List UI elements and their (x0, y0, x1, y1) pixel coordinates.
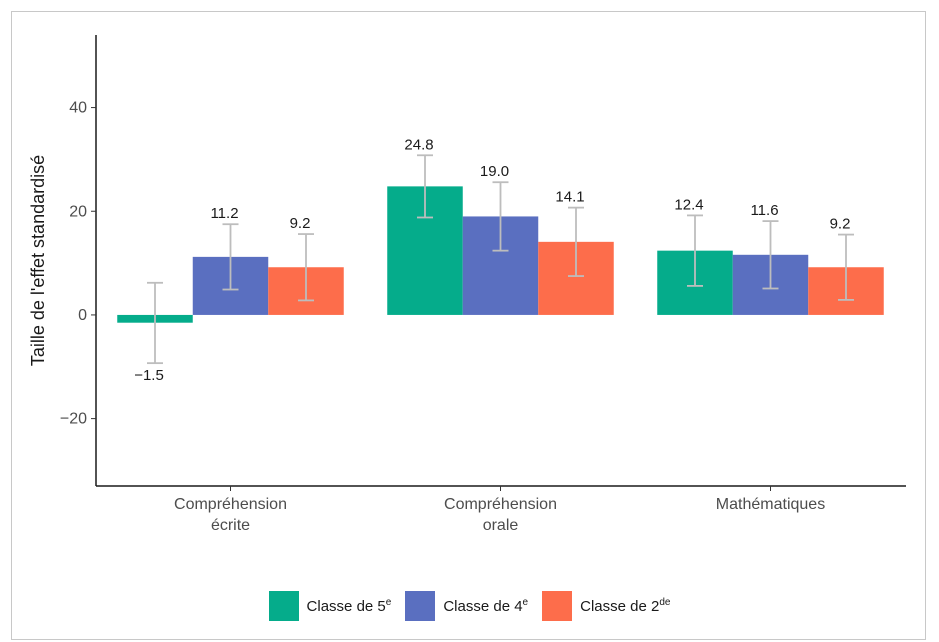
data-label: 11.2 (210, 205, 238, 222)
legend-item: Classe de 2de (542, 591, 670, 621)
data-label: 24.8 (404, 136, 433, 153)
y-tick-label: 0 (78, 307, 87, 324)
data-labels: −1.5 11.2 9.2 24.8 19.0 14.1 12.4 11.6 9.2 (134, 136, 850, 384)
legend-label: Classe de 2de (580, 597, 671, 615)
data-label: 19.0 (480, 163, 509, 180)
legend-swatch (268, 591, 299, 621)
x-tick-label: Compréhension écrite (174, 496, 287, 534)
data-label: 9.2 (830, 216, 851, 233)
legend: Classe de 5e Classe de 4e Classe de 2de (0, 589, 939, 623)
data-label: 12.4 (674, 196, 703, 213)
data-label: 11.6 (750, 202, 778, 219)
legend-swatch (405, 591, 436, 621)
legend-item: Classe de 4e (405, 591, 528, 621)
legend-swatch (542, 591, 573, 621)
y-tick-label: 20 (69, 203, 87, 220)
legend-item: Classe de 5e (268, 591, 392, 621)
y-tick-label: −20 (60, 411, 87, 428)
legend-label: Classe de 5e (306, 597, 392, 615)
data-label: 9.2 (290, 215, 311, 232)
legend-label: Classe de 4e (443, 597, 529, 615)
axes: −20 0 20 40 Taille de l'effet standardisé Com… (28, 35, 906, 534)
data-label: −1.5 (134, 367, 164, 384)
y-tick-label: 40 (69, 100, 87, 117)
error-bars (147, 154, 854, 365)
x-tick-label: Compréhension orale (444, 496, 557, 534)
chart-frame (11, 11, 926, 640)
y-axis-label: Taille de l'effet standardisé (28, 155, 48, 366)
x-tick-label: Mathématiques (716, 496, 825, 513)
data-label: 14.1 (555, 189, 584, 206)
